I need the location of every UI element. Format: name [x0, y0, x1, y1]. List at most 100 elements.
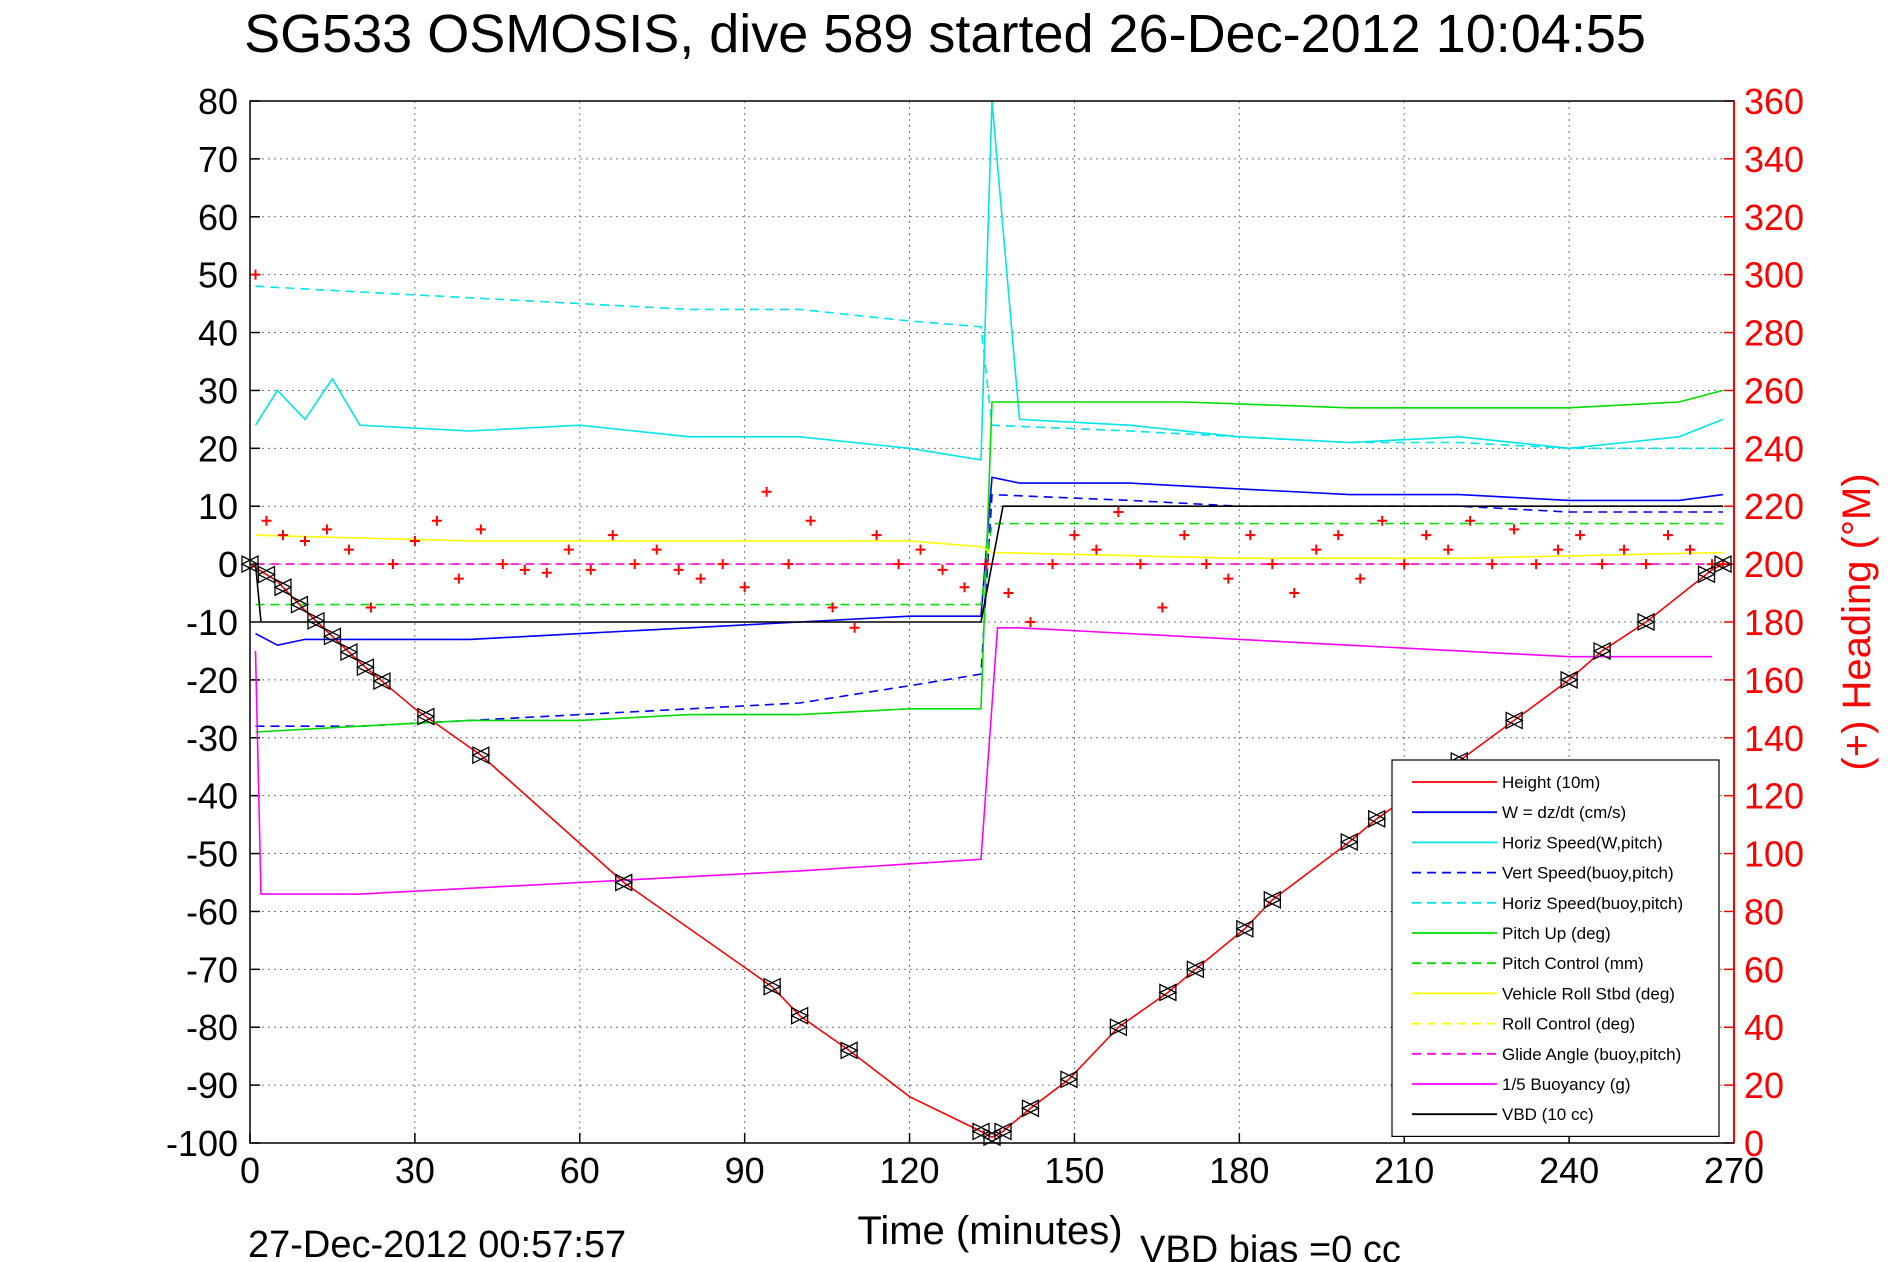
- height-marker-left: [257, 565, 276, 584]
- series-line-2: [254, 100, 1724, 461]
- heading-point: [651, 544, 662, 555]
- height-marker-left: [762, 977, 781, 996]
- x-tick-label: 270: [1704, 1150, 1764, 1191]
- height-marker-left: [1504, 711, 1523, 730]
- height-marker-left: [1339, 832, 1358, 852]
- series-line-0: [249, 563, 1724, 1139]
- y-tick-label: -70: [186, 949, 238, 990]
- right-tick-label: 340: [1744, 139, 1804, 180]
- heading-point: [1179, 530, 1190, 541]
- heading-point: [915, 544, 926, 555]
- series-group: [249, 100, 1724, 1139]
- heading-point: [563, 544, 574, 555]
- left-axis-ticks: -100-90-80-70-60-50-40-30-20-10010203040…: [166, 81, 260, 1164]
- series-line-1: [255, 476, 1724, 647]
- x-axis-ticks: 0 30 60 90 120 150 180 210 240 270: [240, 1133, 1764, 1191]
- height-marker-left: [339, 643, 358, 662]
- x-axis-label: Time (minutes): [857, 1209, 1122, 1253]
- heading-point: [1135, 559, 1146, 570]
- y-tick-label: -20: [186, 660, 238, 701]
- heading-point: [629, 559, 640, 570]
- legend-entry: Pitch Up (deg): [1502, 924, 1611, 943]
- right-tick-label: 120: [1744, 776, 1804, 817]
- heading-point: [387, 559, 398, 570]
- y-tick-label: 30: [198, 370, 238, 411]
- heading-point: [805, 515, 816, 526]
- heading-point: [1223, 573, 1234, 584]
- height-marker-left: [1713, 555, 1732, 574]
- right-tick-label: 180: [1744, 602, 1804, 643]
- y-tick-label: -40: [186, 776, 238, 817]
- legend-entry: Horiz Speed(buoy,pitch): [1502, 894, 1683, 913]
- legend-entry: Vert Speed(buoy,pitch): [1502, 864, 1674, 883]
- heading-point: [409, 535, 420, 546]
- heading-point: [1619, 544, 1630, 555]
- heading-point: [261, 515, 272, 526]
- series-line-5: [255, 389, 1724, 733]
- heading-point: [1641, 559, 1652, 570]
- height-marker-left: [322, 627, 342, 646]
- heading-point: [783, 559, 794, 570]
- heading-point: [1355, 573, 1366, 584]
- heading-markers: [250, 269, 1729, 633]
- chart-title: SG533 OSMOSIS, dive 589 started 26-Dec-2…: [244, 4, 1646, 64]
- heading-point: [937, 564, 948, 575]
- series-line-7: [255, 534, 1724, 560]
- y-tick-label: 20: [198, 428, 238, 469]
- heading-point: [1377, 515, 1388, 526]
- height-marker-left: [1367, 809, 1386, 828]
- heading-point: [519, 564, 530, 575]
- series-line-4: [255, 285, 1723, 450]
- right-tick-label: 200: [1744, 544, 1804, 585]
- height-markers: [240, 555, 1733, 1147]
- y-tick-label: -90: [186, 1065, 238, 1106]
- height-marker-left: [1262, 890, 1281, 909]
- y-tick-label: 60: [198, 197, 238, 238]
- heading-point: [431, 515, 442, 526]
- height-marker-left: [993, 1122, 1012, 1141]
- y-tick-label: 0: [218, 544, 238, 585]
- x-tick-label: 180: [1209, 1150, 1269, 1191]
- heading-point: [871, 530, 882, 541]
- heading-point: [321, 524, 332, 535]
- height-marker-left: [1592, 641, 1611, 660]
- right-tick-label: 60: [1744, 949, 1784, 990]
- series-line-11: [254, 505, 1723, 623]
- heading-point: [1663, 530, 1674, 541]
- heading-point: [1399, 559, 1410, 570]
- legend-entry: W = dz/dt (cm/s): [1502, 803, 1626, 822]
- heading-point: [1553, 544, 1564, 555]
- height-marker-left: [273, 578, 292, 597]
- y-tick-label: -30: [186, 718, 238, 759]
- heading-point: [541, 567, 552, 578]
- height-marker-left: [1235, 919, 1254, 938]
- heading-point: [365, 602, 376, 613]
- x-tick-label: 60: [560, 1150, 600, 1191]
- x-tick-label: 150: [1044, 1150, 1104, 1191]
- height-marker-left: [355, 658, 375, 677]
- heading-point: [1047, 559, 1058, 570]
- heading-point: [1113, 507, 1124, 518]
- heading-point: [1685, 544, 1696, 555]
- legend-entry: VBD (10 cc): [1502, 1105, 1594, 1124]
- y-tick-label: 10: [198, 486, 238, 527]
- heading-point: [1531, 559, 1542, 570]
- height-marker-left: [290, 595, 309, 614]
- heading-point: [827, 602, 838, 613]
- series-line-3: [255, 493, 1723, 728]
- height-marker-left: [1559, 670, 1578, 689]
- heading-point: [1157, 602, 1168, 613]
- y-tick-label: 80: [198, 81, 238, 122]
- right-tick-label: 0: [1744, 1123, 1764, 1164]
- y-tick-label: 40: [198, 313, 238, 354]
- height-marker-left: [614, 873, 633, 892]
- heading-point: [497, 559, 508, 570]
- heading-point: [1289, 588, 1300, 599]
- heading-point: [1201, 559, 1212, 570]
- right-tick-label: 40: [1744, 1007, 1784, 1048]
- height-marker-left: [1697, 565, 1716, 584]
- heading-point: [717, 559, 728, 570]
- heading-point: [1421, 530, 1432, 541]
- heading-point: [1311, 544, 1322, 555]
- legend-entry: Vehicle Roll Stbd (deg): [1502, 984, 1675, 1003]
